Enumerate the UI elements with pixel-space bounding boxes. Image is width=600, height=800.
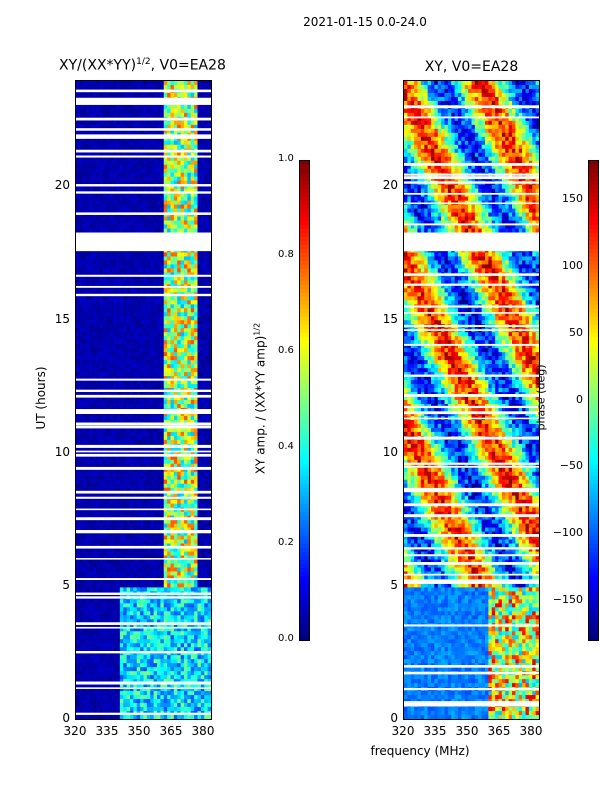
amp-cbar-tick-1: 0.2 [278,537,294,548]
figure-xlabel: frequency (MHz) [370,744,470,758]
phase-cbar-tick-50: 50 [569,326,583,339]
phase-ytick-10: 10 [382,445,398,459]
amp-title-suffix: , V0=EA28 [150,57,226,74]
amp-ytick-5: 5 [62,578,70,592]
phase-cbar-tick-m150: −150 [552,593,583,606]
amp-ylabel: UT (hours) [34,366,48,430]
phase-cbar-tick-m100: −100 [552,526,583,539]
amp-cbar-label-exponent: 1/2 [252,322,262,336]
amp-cbar-tick-0: 0.0 [278,633,294,644]
amp-colorbar-label: XY amp. / (XX*YY amp)1/2 [253,299,268,499]
amp-cbar-tick-3: 0.6 [278,345,294,356]
phase-xtick-350: 350 [455,724,479,738]
phase-xtick-365: 365 [487,724,511,738]
amp-ytick-15: 15 [54,312,70,326]
amp-xtick-380: 380 [191,724,215,738]
phase-ytick-0: 0 [390,711,398,725]
phase-cbar-tick-150: 150 [562,192,583,205]
amp-xtick-365: 365 [159,724,183,738]
amp-title-exponent: 1/2 [136,57,151,67]
amp-colorbar [299,160,310,641]
phase-ytick-20: 20 [382,178,398,192]
amp-xtick-350: 350 [127,724,151,738]
phase-heatmap-image [404,81,539,719]
amp-panel-title: XY/(XX*YY)1/2, V0=EA28 [40,57,245,74]
phase-ytick-5: 5 [390,578,398,592]
amp-cbar-tick-5: 1.0 [278,153,294,164]
amp-cbar-tick-4: 0.8 [278,249,294,260]
amp-xtick-335: 335 [95,724,119,738]
amp-ytick-20: 20 [54,178,70,192]
amp-cbar-label-text: XY amp. / (XX*YY amp) [253,335,268,475]
figure-suptitle: 2021-01-15 0.0-24.0 [303,15,427,29]
amp-xtick-320: 320 [63,724,87,738]
phase-colorbar [588,160,599,641]
phase-colorbar-gradient [589,161,598,640]
amp-title-text: XY/(XX*YY) [59,57,137,74]
phase-cbar-tick-100: 100 [562,259,583,272]
phase-colorbar-label: phase (deg) [534,364,548,431]
amp-ytick-10: 10 [54,445,70,459]
phase-cbar-tick-0: 0 [576,393,583,406]
phase-xtick-380: 380 [519,724,543,738]
phase-cbar-tick-m50: −50 [559,459,583,472]
phase-ytick-15: 15 [382,312,398,326]
amp-colorbar-gradient [300,161,309,640]
phase-xtick-320: 320 [391,724,415,738]
amp-heatmap [75,80,212,720]
phase-panel-title: XY, V0=EA28 [424,59,519,75]
amp-cbar-tick-2: 0.4 [278,441,294,452]
phase-xtick-335: 335 [423,724,447,738]
amp-heatmap-image [76,81,211,719]
amp-ytick-0: 0 [62,711,70,725]
phase-heatmap [403,80,540,720]
